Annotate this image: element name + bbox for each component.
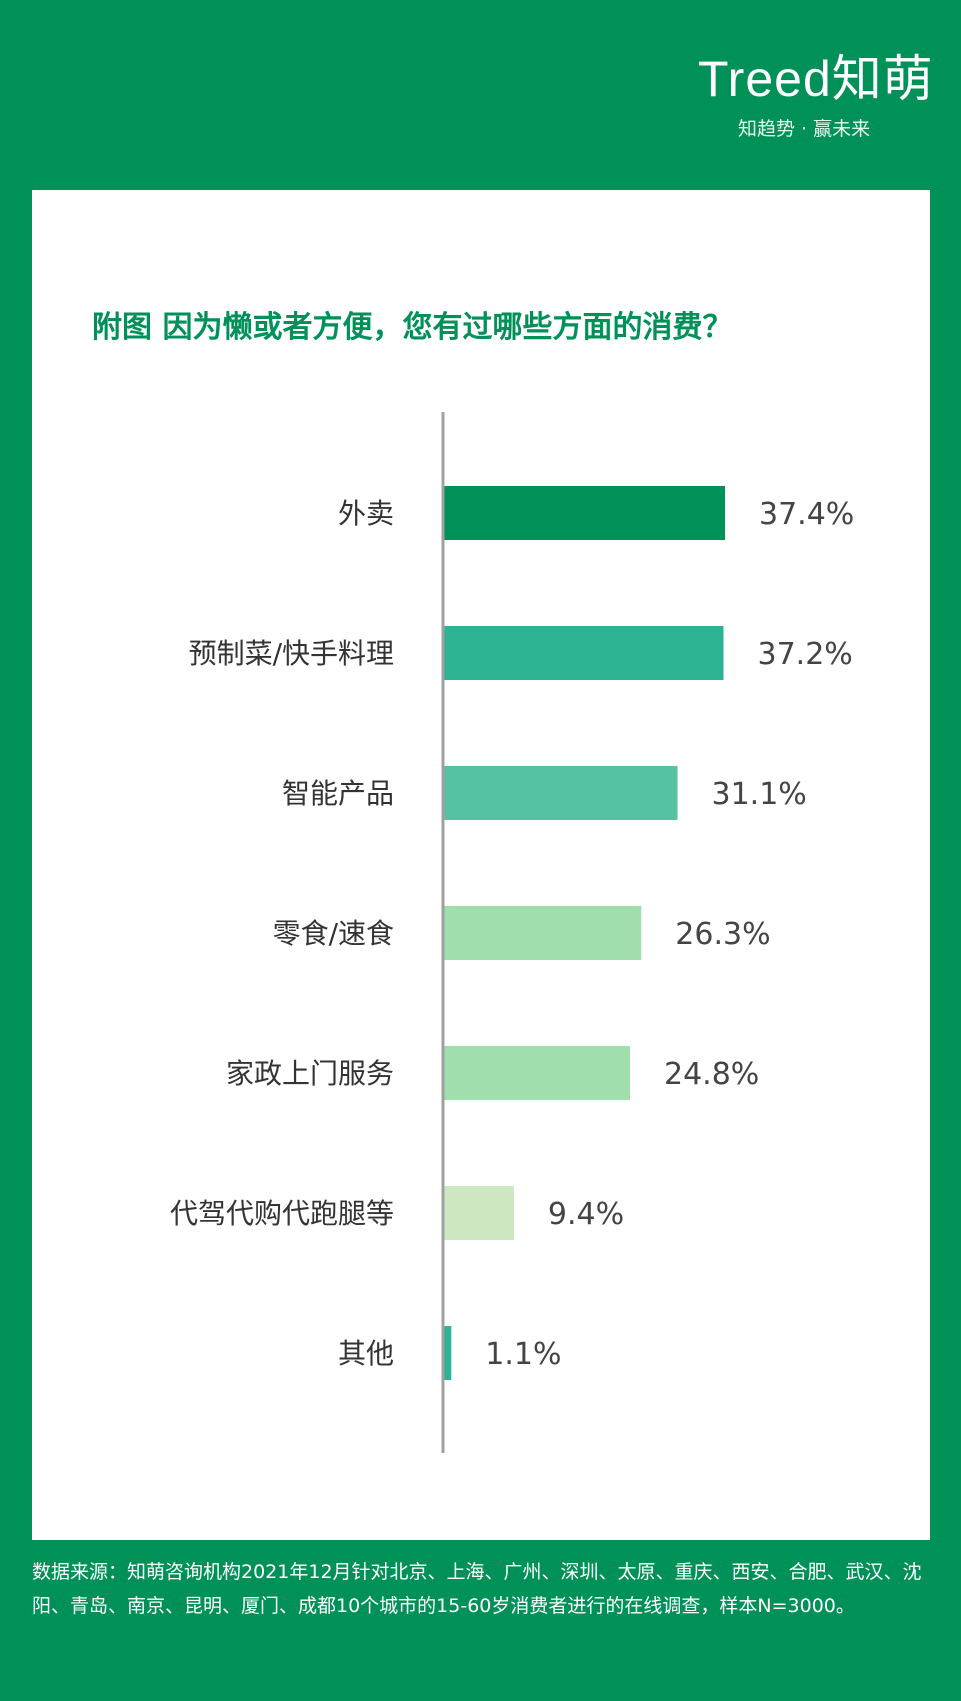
bar-2	[443, 766, 678, 820]
bar-6	[443, 1326, 452, 1380]
value-label: 31.1%	[711, 777, 806, 812]
bar-5	[443, 1186, 514, 1240]
chart-title: 附图 因为懒或者方便，您有过哪些方面的消费？	[92, 310, 733, 345]
value-label: 37.2%	[757, 637, 852, 672]
category-label: 其他	[338, 1337, 394, 1370]
value-label: 9.4%	[548, 1197, 624, 1232]
value-label: 37.4%	[759, 497, 854, 532]
category-label: 代驾代购代跑腿等	[170, 1197, 394, 1230]
value-label: 26.3%	[675, 917, 770, 952]
brand-logo: Treed知萌 知趋势 · 赢未来	[698, 51, 934, 140]
chart-panel: 附图 因为懒或者方便，您有过哪些方面的消费？ 外卖 37.4% 预制菜/快手料理 37…	[32, 190, 930, 1540]
data-source-note: 数据来源：知萌咨询机构2021年12月针对北京、上海、广州、深圳、太原、重庆、西…	[32, 1561, 922, 1617]
bar-4	[443, 1046, 630, 1100]
category-label: 预制菜/快手料理	[189, 637, 394, 670]
bar-1	[443, 626, 724, 680]
logo-text: Treed知萌	[698, 51, 934, 107]
value-label: 1.1%	[485, 1337, 561, 1372]
bar-0	[443, 486, 725, 540]
bar-chart: 外卖 37.4% 预制菜/快手料理 37.2% 智能产品 31.1% 零食/速食 26.3% 家…	[170, 412, 854, 1453]
bar-3	[443, 906, 642, 960]
value-label: 24.8%	[664, 1057, 759, 1092]
category-label: 零食/速食	[273, 917, 394, 950]
category-label: 外卖	[338, 497, 394, 530]
category-label: 智能产品	[282, 777, 394, 810]
category-label: 家政上门服务	[226, 1057, 394, 1090]
logo-slogan: 知趋势 · 赢未来	[738, 118, 871, 140]
